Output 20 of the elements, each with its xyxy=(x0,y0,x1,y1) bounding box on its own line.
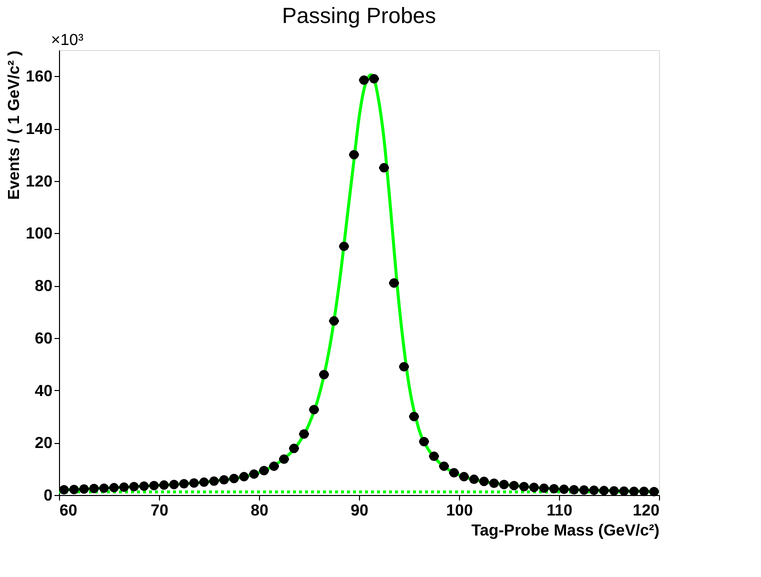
chart-title: Passing Probes xyxy=(282,3,436,28)
y-tick-label: 120 xyxy=(26,173,53,190)
y-axis-title: Events / ( 1 GeV/c² ) xyxy=(6,50,23,200)
y-tick-label: 20 xyxy=(34,435,53,452)
x-axis-title: Tag-Probe Mass (GeV/c²) xyxy=(471,522,660,540)
y-tick-label: 60 xyxy=(34,330,53,348)
x-tick-label: 120 xyxy=(632,502,660,520)
y-tick-label: 100 xyxy=(26,226,53,243)
x-tick-label: 90 xyxy=(350,502,368,520)
y-tick-label: 160 xyxy=(26,68,53,86)
y-tick-label: 40 xyxy=(34,382,53,400)
x-tick-label: 110 xyxy=(546,502,573,520)
y-tick-label: 0 xyxy=(44,488,53,504)
x-tick-label: 100 xyxy=(446,502,473,520)
y-tick-label: 140 xyxy=(26,121,53,138)
x-tick-label: 80 xyxy=(250,502,268,520)
y-tick-label: 80 xyxy=(34,278,53,296)
text: ×10³ xyxy=(51,32,84,49)
x-tick-label: 60 xyxy=(60,502,78,520)
x-tick-label: 70 xyxy=(150,502,168,520)
